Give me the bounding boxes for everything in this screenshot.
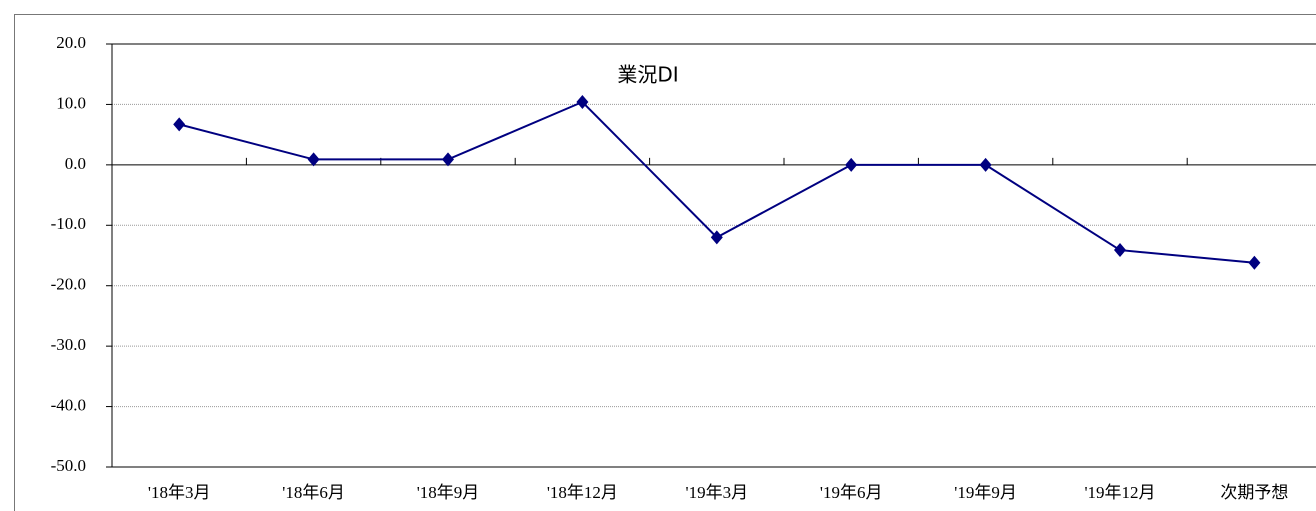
x-tick-label: '18年12月 <box>547 483 618 502</box>
y-tick-label: 20.0 <box>56 33 86 52</box>
y-tick-label: 0.0 <box>65 154 86 173</box>
data-point <box>710 230 723 245</box>
data-point <box>1248 255 1261 270</box>
x-tick-label: '18年6月 <box>282 483 345 502</box>
x-tick-label: 次期予想 <box>1220 483 1288 502</box>
y-tick-label: -50.0 <box>51 456 86 475</box>
data-point <box>442 152 454 167</box>
data-point <box>979 157 992 172</box>
y-tick-label: -20.0 <box>51 275 86 294</box>
data-point <box>576 95 589 110</box>
x-tick-label: '18年3月 <box>148 483 211 502</box>
data-point <box>845 157 858 172</box>
chart-title: 業況DI <box>617 63 678 87</box>
y-tick-label: -40.0 <box>51 395 86 414</box>
y-tick-label: -10.0 <box>51 214 86 233</box>
y-tick-label: -30.0 <box>51 335 86 354</box>
data-point <box>1114 243 1126 258</box>
x-tick-label: '19年3月 <box>686 483 749 502</box>
x-tick-label: '19年6月 <box>820 483 883 502</box>
x-tick-label: '19年12月 <box>1084 483 1155 502</box>
x-tick-label: '19年9月 <box>954 483 1017 502</box>
x-tick-label: '18年9月 <box>417 483 480 502</box>
data-point <box>173 117 186 132</box>
chart-frame <box>14 14 1316 511</box>
y-tick-label: 10.0 <box>56 93 86 112</box>
data-point <box>307 152 320 167</box>
